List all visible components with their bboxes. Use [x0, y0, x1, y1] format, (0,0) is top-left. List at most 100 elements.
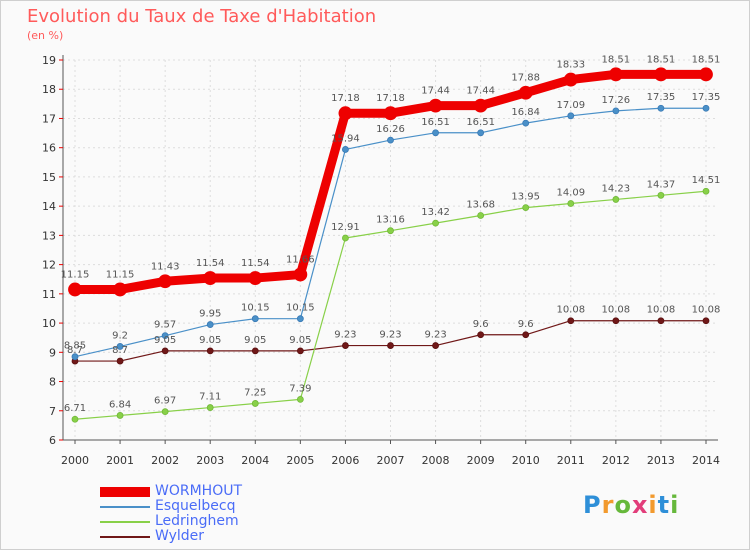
- data-point-wormhout: [68, 282, 82, 297]
- data-point-ledringhem: [522, 204, 530, 212]
- legend-swatch-ledringhem: [100, 521, 150, 523]
- data-label-esquelbecq: 10.15: [286, 303, 315, 314]
- data-label-ledringhem: 13.95: [511, 192, 540, 203]
- y-tick-label: 6: [49, 434, 56, 447]
- data-label-esquelbecq: 15.94: [331, 133, 360, 144]
- data-point-esquelbecq: [612, 107, 620, 115]
- data-label-ledringhem: 13.16: [376, 215, 405, 226]
- x-tick-label: 2004: [241, 454, 269, 467]
- data-point-wylder: [387, 342, 394, 349]
- data-point-esquelbecq: [702, 104, 710, 112]
- data-point-esquelbecq: [342, 146, 349, 153]
- legend-item-wormhout: WORMHOUT: [100, 484, 360, 499]
- data-label-esquelbecq: 16.26: [376, 124, 405, 135]
- x-tick-label: 2000: [61, 454, 89, 467]
- data-point-wormhout: [428, 98, 443, 113]
- data-point-esquelbecq: [296, 315, 304, 323]
- x-tick-label: 2014: [692, 454, 720, 467]
- data-label-wylder: 9.05: [199, 335, 221, 346]
- data-point-ledringhem: [116, 412, 124, 419]
- y-tick-label: 11: [42, 288, 56, 301]
- data-point-wormhout: [293, 267, 308, 282]
- data-label-ledringhem: 14.23: [602, 183, 631, 194]
- data-label-wylder: 10.08: [602, 305, 631, 316]
- y-tick-label: 7: [49, 405, 56, 418]
- data-label-wormhout: 17.44: [466, 86, 495, 97]
- data-point-wormhout: [338, 106, 353, 121]
- logo-letter: x: [631, 491, 649, 519]
- legend-swatch-wormhout: [100, 487, 150, 497]
- data-point-ledringhem: [477, 212, 485, 219]
- x-tick-label: 2011: [557, 454, 585, 467]
- x-tick-label: 2010: [512, 454, 540, 467]
- y-tick-label: 17: [42, 112, 56, 125]
- data-label-wylder: 9.6: [473, 319, 489, 330]
- data-label-wormhout: 17.44: [421, 86, 450, 97]
- y-tick-label: 13: [42, 229, 56, 242]
- data-point-ledringhem: [432, 219, 439, 227]
- data-point-wormhout: [248, 271, 263, 285]
- data-label-wormhout: 18.33: [556, 60, 585, 71]
- data-point-wormhout: [563, 72, 578, 87]
- logo-letter: i: [648, 491, 658, 519]
- data-label-esquelbecq: 9.2: [112, 330, 128, 341]
- legend-item-esquelbecq: Esquelbecq: [100, 499, 360, 514]
- data-point-esquelbecq: [71, 353, 79, 361]
- data-label-wormhout: 17.18: [331, 93, 360, 104]
- data-point-wylder: [296, 347, 304, 355]
- legend-label-esquelbecq: Esquelbecq: [155, 498, 236, 514]
- data-point-wylder: [116, 357, 124, 365]
- data-point-wylder: [251, 347, 259, 355]
- x-tick-label: 2013: [647, 454, 675, 467]
- data-point-wylder: [612, 317, 620, 325]
- data-label-wormhout: 17.18: [376, 93, 405, 104]
- data-point-esquelbecq: [206, 321, 214, 328]
- data-point-esquelbecq: [161, 332, 169, 340]
- data-label-wormhout: 18.51: [647, 54, 676, 65]
- data-label-wormhout: 11.43: [151, 261, 180, 272]
- y-tick-label: 19: [42, 54, 56, 67]
- data-label-wormhout: 17.88: [511, 73, 540, 84]
- data-label-wormhout: 11.15: [106, 269, 135, 280]
- y-tick-label: 14: [42, 200, 56, 213]
- data-point-wormhout: [699, 67, 713, 82]
- data-label-wormhout: 11.54: [196, 258, 225, 269]
- data-point-wormhout: [654, 67, 668, 82]
- data-point-esquelbecq: [251, 315, 259, 323]
- data-point-ledringhem: [342, 234, 349, 242]
- data-point-wormhout: [473, 98, 488, 113]
- x-tick-label: 2003: [196, 454, 224, 467]
- data-label-wylder: 9.05: [289, 335, 311, 346]
- data-label-ledringhem: 7.39: [289, 383, 311, 394]
- data-label-ledringhem: 14.37: [647, 179, 676, 190]
- data-point-wylder: [161, 347, 169, 355]
- data-point-wylder: [206, 347, 214, 355]
- chart-title: Evolution du Taux de Taxe d'Habitation: [27, 6, 377, 27]
- x-tick-label: 2005: [286, 454, 314, 467]
- proxiti-logo: Proxiti: [583, 491, 679, 519]
- legend-item-ledringhem: Ledringhem: [100, 514, 360, 529]
- logo-letter: o: [614, 491, 632, 519]
- legend-swatch-wylder: [100, 536, 150, 538]
- logo-letter: P: [583, 491, 602, 519]
- data-label-ledringhem: 7.11: [199, 392, 221, 403]
- data-point-wylder: [567, 317, 575, 325]
- data-label-wylder: 8.7: [67, 345, 83, 356]
- data-label-ledringhem: 6.97: [154, 396, 176, 407]
- y-tick-label: 8: [49, 376, 56, 389]
- logo-letter: t: [657, 491, 671, 519]
- data-point-esquelbecq: [477, 129, 485, 137]
- data-point-ledringhem: [612, 196, 620, 203]
- legend-label-wormhout: WORMHOUT: [155, 483, 243, 499]
- data-label-ledringhem: 6.71: [64, 403, 86, 414]
- data-point-esquelbecq: [432, 129, 439, 137]
- x-tick-label: 2002: [151, 454, 179, 467]
- data-point-wylder: [657, 317, 665, 325]
- data-point-ledringhem: [251, 400, 259, 407]
- data-label-wylder: 10.08: [647, 305, 676, 316]
- legend-item-wylder: Wylder: [100, 529, 360, 544]
- data-label-ledringhem: 14.09: [556, 188, 585, 199]
- data-point-wormhout: [113, 282, 127, 297]
- data-label-wylder: 8.7: [112, 345, 128, 356]
